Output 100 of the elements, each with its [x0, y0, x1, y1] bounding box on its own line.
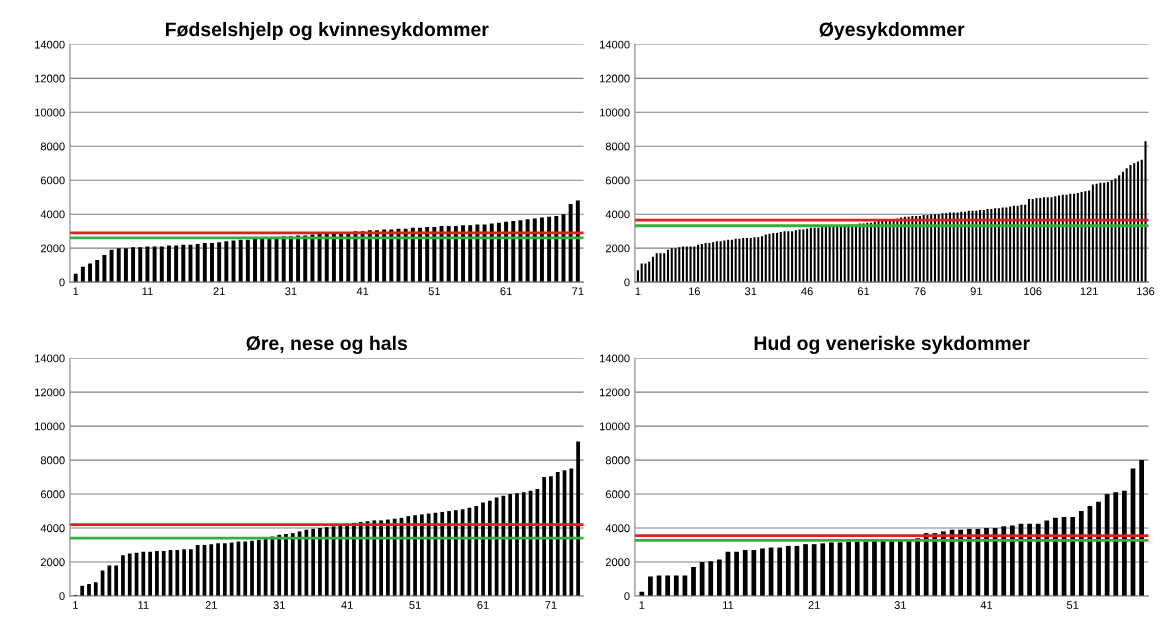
bar	[820, 543, 826, 596]
bar	[189, 549, 193, 596]
y-tick-label: 0	[624, 278, 630, 287]
bar	[1144, 141, 1147, 283]
bar	[303, 235, 308, 283]
y-tick-label: 8000	[40, 456, 65, 465]
bar	[1091, 184, 1094, 283]
bar	[1106, 181, 1109, 283]
bar	[708, 243, 711, 283]
bar	[1125, 168, 1128, 283]
bar	[222, 543, 227, 596]
bar	[734, 238, 737, 283]
bar	[284, 533, 288, 596]
bar	[95, 260, 100, 283]
bar	[798, 229, 801, 283]
bar	[238, 239, 243, 283]
bar	[318, 528, 322, 596]
bar	[1129, 164, 1132, 283]
bar	[152, 246, 157, 283]
bar	[345, 523, 350, 596]
bar	[691, 567, 696, 596]
bar	[209, 544, 214, 596]
bar	[723, 240, 726, 283]
bar	[338, 524, 343, 596]
bar	[496, 222, 501, 283]
bar	[966, 528, 972, 596]
chart-title: Fødselshjelp og kvinnesykdommer	[165, 21, 489, 41]
bar	[644, 263, 647, 283]
bar	[360, 231, 365, 283]
bar	[420, 514, 424, 596]
bar	[413, 515, 417, 596]
x-tick-label: 51	[1066, 601, 1079, 609]
bar	[535, 488, 540, 596]
y-tick-label: 12000	[35, 388, 65, 397]
bar	[821, 226, 824, 283]
bar	[331, 232, 336, 283]
bar	[102, 254, 107, 283]
bar	[418, 227, 422, 283]
bar	[389, 229, 394, 283]
bar	[202, 243, 207, 283]
y-tick-label: 6000	[605, 490, 630, 499]
bar	[93, 582, 98, 596]
chart-title: Øyesykdommer	[819, 21, 965, 41]
x-tick-label: 31	[744, 287, 757, 296]
x-tick-label: 16	[688, 287, 701, 296]
x-tick-label: 61	[857, 287, 870, 296]
bar	[410, 227, 415, 283]
bar	[813, 227, 816, 283]
y-tick-label: 14000	[600, 354, 630, 363]
bar	[224, 241, 229, 283]
bar	[665, 575, 671, 596]
x-tick-label: 11	[142, 287, 153, 296]
bar	[481, 502, 485, 596]
x-tick-label: 31	[285, 287, 297, 296]
bar	[148, 551, 152, 596]
bar	[829, 542, 834, 596]
bar	[648, 576, 653, 596]
y-tick-label: 4000	[40, 524, 65, 533]
bar	[685, 246, 688, 283]
bar	[549, 476, 553, 596]
bar	[1099, 182, 1102, 283]
bar	[712, 242, 715, 283]
bar	[525, 219, 530, 283]
bar	[783, 231, 786, 283]
y-tick-label: 12000	[35, 74, 65, 83]
bar	[489, 223, 494, 283]
bar	[515, 493, 519, 596]
bar	[1136, 161, 1140, 283]
bar	[80, 585, 85, 596]
bar	[372, 520, 377, 596]
bar	[339, 232, 344, 283]
bar	[760, 548, 765, 596]
bar	[785, 545, 791, 596]
bar	[87, 584, 91, 596]
y-tick-label: 2000	[605, 244, 630, 253]
bar	[288, 236, 293, 283]
bar	[542, 477, 547, 596]
bar	[846, 541, 851, 596]
bar	[719, 241, 722, 283]
bar	[704, 243, 707, 283]
bar	[296, 235, 301, 283]
bar	[195, 545, 200, 596]
bar	[539, 217, 544, 283]
bar	[547, 216, 552, 283]
y-tick-label: 2000	[605, 558, 630, 567]
bar	[250, 540, 254, 596]
bar	[1053, 517, 1058, 596]
bar	[324, 527, 329, 596]
bar	[742, 237, 745, 283]
bar	[575, 200, 580, 283]
bar	[1027, 523, 1032, 596]
bar	[127, 553, 132, 596]
bar	[166, 245, 171, 283]
bar	[554, 215, 559, 283]
bar	[1114, 178, 1117, 283]
bar	[751, 550, 757, 596]
bar	[346, 232, 351, 283]
x-tick-label: 1	[73, 601, 78, 609]
bar	[734, 551, 739, 596]
bar	[440, 511, 445, 596]
